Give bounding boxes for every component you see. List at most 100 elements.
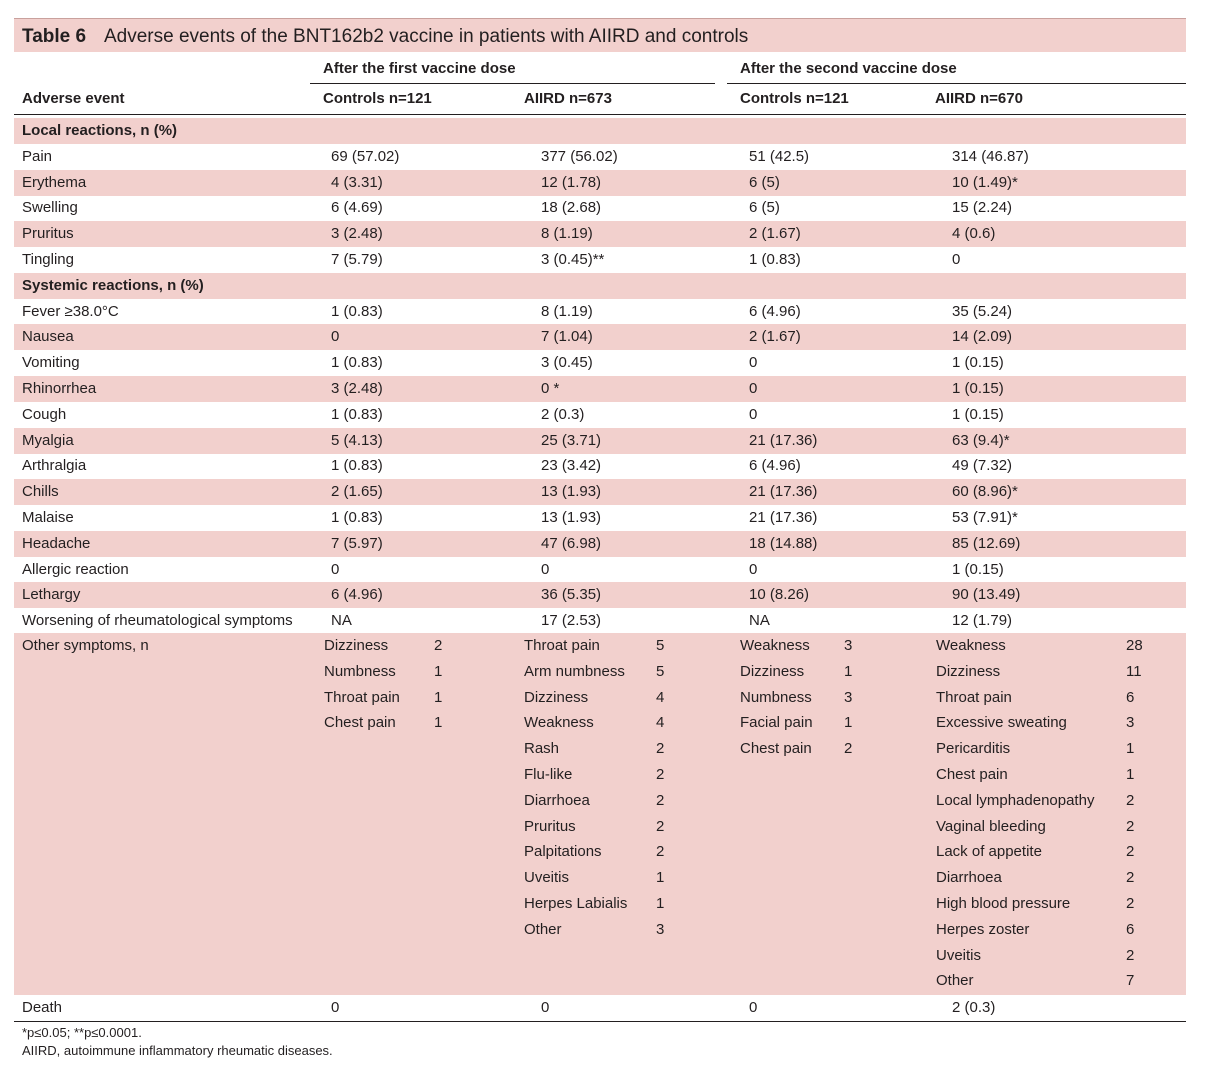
cell-aiird-first: 12 (1.78) bbox=[541, 173, 602, 191]
symptom-count: 2 bbox=[656, 766, 665, 783]
table-row: Nausea 0 7 (1.04) 2 (1.67) 14 (2.09) bbox=[14, 324, 1186, 351]
cell-controls-first: 0 bbox=[331, 999, 340, 1016]
symptom-count: 11 bbox=[1126, 662, 1142, 680]
table-row: Fever ≥38.0°C 1 (0.83) 8 (1.19) 6 (4.96) 35 … bbox=[14, 299, 1186, 325]
symptom-name: Throat pain bbox=[524, 637, 600, 654]
symptom-name: Diarrhoea bbox=[524, 791, 590, 809]
table-row: Swelling 6 (4.69) 18 (2.68) 6 (5) 15 (2.24) bbox=[14, 195, 1186, 221]
symptom-name: Other bbox=[936, 972, 974, 990]
cell-controls-second: 6 (5) bbox=[749, 173, 780, 191]
table-row: Worsening of rheumatological symptoms NA 1… bbox=[14, 608, 1186, 634]
cell-controls-second: 21 (17.36) bbox=[749, 509, 818, 526]
section-header-row: Local reactions, n (%) bbox=[14, 118, 1186, 144]
row-label: Rhinorrhea bbox=[22, 380, 97, 397]
header-aiird-first: AIIRD n=673 bbox=[524, 90, 612, 107]
symptom-count: 1 bbox=[1126, 766, 1135, 783]
symptom-count: 4 bbox=[656, 714, 665, 732]
cell-aiird-second: 63 (9.4)* bbox=[952, 431, 1010, 449]
cell-aiird-first: 0 bbox=[541, 560, 550, 578]
cell-aiird-second: 35 (5.24) bbox=[952, 302, 1013, 320]
cell-controls-second: 21 (17.36) bbox=[749, 431, 818, 449]
cell-aiird-first: 0 * bbox=[541, 380, 560, 397]
cell-aiird-second: 15 (2.24) bbox=[952, 199, 1013, 217]
cell-controls-first: 3 (2.48) bbox=[331, 380, 383, 397]
cell-aiird-second: 1 (0.15) bbox=[952, 354, 1004, 372]
section-header-row: Systemic reactions, n (%) bbox=[14, 272, 1186, 299]
row-label: Vomiting bbox=[22, 354, 80, 372]
symptom-count: 1 bbox=[844, 662, 853, 680]
table-row: Pruritus 3 (2.48) 8 (1.19) 2 (1.67) 4 (0.6) bbox=[14, 221, 1186, 248]
symptom-count: 1 bbox=[1126, 740, 1135, 758]
cell-aiird-second: 85 (12.69) bbox=[952, 534, 1021, 552]
symptom-name: Facial pain bbox=[740, 714, 813, 732]
symptom-name: Dizziness bbox=[936, 662, 1001, 680]
cell-controls-second: 0 bbox=[749, 560, 758, 578]
cell-aiird-second: 53 (7.91)* bbox=[952, 509, 1018, 526]
symptom-count: 3 bbox=[656, 920, 665, 938]
table-row: Headache 7 (5.97) 47 (6.98) 18 (14.88) 85 (1… bbox=[14, 530, 1186, 557]
cell-aiird-second: 1 (0.15) bbox=[952, 560, 1004, 578]
cell-aiird-first: 36 (5.35) bbox=[541, 586, 602, 604]
cell-controls-first: 5 (4.13) bbox=[331, 431, 383, 449]
table-title-bar: Table 6 Adverse events of the BNT162b2 v… bbox=[14, 18, 1186, 52]
cell-controls-first: 4 (3.31) bbox=[331, 173, 383, 191]
symptom-count: 3 bbox=[844, 688, 853, 706]
cell-controls-second: 2 (1.67) bbox=[749, 225, 801, 243]
header-controls-first: Controls n=121 bbox=[323, 90, 432, 107]
table-row: Myalgia 5 (4.13) 25 (3.71) 21 (17.36) 63 (9.… bbox=[14, 427, 1186, 454]
cell-controls-first: 1 (0.83) bbox=[331, 405, 383, 423]
symptom-count: 28 bbox=[1126, 637, 1143, 654]
symptom-count: 2 bbox=[1126, 946, 1135, 964]
symptom-count: 6 bbox=[1126, 920, 1135, 938]
symptom-count: 2 bbox=[1126, 895, 1135, 912]
symptom-count: 2 bbox=[656, 791, 665, 809]
cell-controls-second: 0 bbox=[749, 405, 758, 423]
symptom-name: Numbness bbox=[324, 662, 396, 680]
symptom-name: Uveitis bbox=[524, 869, 570, 887]
row-label: Allergic reaction bbox=[22, 560, 129, 578]
cell-aiird-second: 60 (8.96)* bbox=[952, 483, 1018, 501]
symptom-name: Weakness bbox=[524, 714, 594, 732]
symptom-name: Other bbox=[524, 920, 562, 938]
symptom-count: 5 bbox=[656, 637, 665, 654]
header-rule bbox=[14, 114, 1186, 115]
cell-aiird-second: 10 (1.49)* bbox=[952, 173, 1018, 191]
cell-aiird-second: 1 (0.15) bbox=[952, 380, 1004, 397]
cell-controls-first: 7 (5.97) bbox=[331, 534, 383, 552]
group-rule-first bbox=[310, 83, 715, 84]
cell-aiird-first: 377 (56.02) bbox=[541, 147, 618, 165]
cell-controls-second: 10 (8.26) bbox=[749, 586, 810, 604]
table-caption: Adverse events of the BNT162b2 vaccine i… bbox=[104, 26, 749, 47]
footnote-abbreviation: AIIRD, autoimmune inflammatory rheumatic… bbox=[22, 1043, 333, 1058]
cell-controls-first: 0 bbox=[331, 328, 340, 346]
symptom-count: 2 bbox=[656, 740, 665, 758]
cell-controls-second: 0 bbox=[749, 380, 758, 397]
table-row: Lethargy 6 (4.96) 36 (5.35) 10 (8.26) 90 (13… bbox=[14, 582, 1186, 609]
symptom-name: Throat pain bbox=[936, 688, 1012, 706]
cell-controls-second: 6 (4.96) bbox=[749, 457, 801, 475]
symptom-count: 1 bbox=[656, 869, 665, 887]
row-label: Malaise bbox=[22, 509, 74, 526]
symptom-count: 1 bbox=[434, 714, 443, 732]
symptom-count: 1 bbox=[844, 714, 853, 732]
symptom-name: Dizziness bbox=[740, 662, 805, 680]
symptom-name: Pruritus bbox=[524, 817, 576, 835]
cell-aiird-first: 13 (1.93) bbox=[541, 483, 602, 501]
symptom-name: Arm numbness bbox=[524, 662, 625, 680]
cell-aiird-first: 7 (1.04) bbox=[541, 328, 593, 346]
cell-aiird-second: 0 bbox=[952, 251, 961, 268]
cell-aiird-first: 17 (2.53) bbox=[541, 612, 602, 630]
row-label: Cough bbox=[22, 405, 67, 423]
symptom-count: 7 bbox=[1126, 972, 1135, 990]
table-row: Pain 69 (57.02) 377 (56.02) 51 (42.5) 314 (4… bbox=[14, 144, 1186, 170]
cell-aiird-second: 14 (2.09) bbox=[952, 328, 1013, 346]
header-adverse-event: Adverse event bbox=[22, 90, 125, 107]
cell-controls-first: 69 (57.02) bbox=[331, 147, 400, 165]
symptom-count: 2 bbox=[844, 740, 853, 758]
cell-controls-second: NA bbox=[749, 612, 770, 630]
symptom-name: Weakness bbox=[740, 637, 810, 654]
other-symptoms-label: Other symptoms, n bbox=[22, 637, 149, 654]
cell-controls-first: 6 (4.96) bbox=[331, 586, 383, 604]
symptom-count: 2 bbox=[1126, 791, 1135, 809]
symptom-name: Herpes zoster bbox=[936, 920, 1030, 938]
